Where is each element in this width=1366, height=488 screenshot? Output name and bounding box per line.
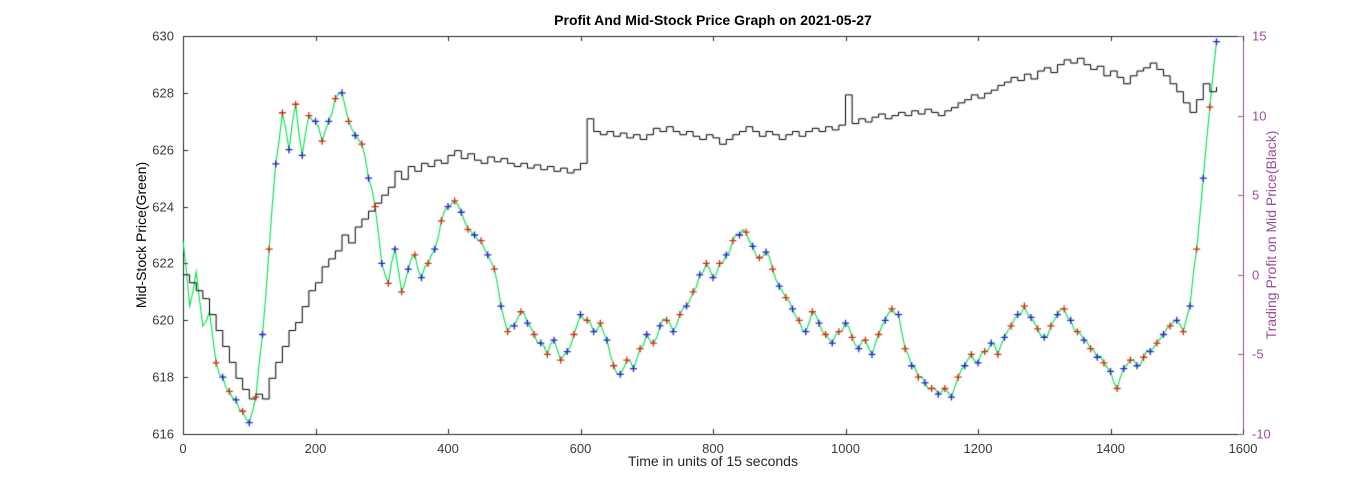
y-right-tick-label: -5 <box>1252 346 1264 362</box>
x-tick-label: 0 <box>179 441 187 456</box>
y-right-tick-label: 15 <box>1252 28 1267 44</box>
x-tick-label: 1600 <box>1228 441 1258 456</box>
y-right-tick-label: 10 <box>1252 108 1267 124</box>
y-axis-label-left: Mid-Stock Price(Green) <box>133 161 149 309</box>
x-axis-label: Time in units of 15 seconds <box>628 453 798 469</box>
x-tick-label: 400 <box>437 441 459 456</box>
y-axis-label-right: Trading Profit on Mid Price(Black) <box>1263 130 1279 340</box>
x-tick-label: 1400 <box>1096 441 1125 456</box>
x-tick-label: 800 <box>702 441 724 456</box>
y-right-tick-label: 0 <box>1252 267 1260 283</box>
y-left-tick-label: 624 <box>152 199 174 215</box>
x-tick-label: 1000 <box>831 441 860 456</box>
y-right-tick-label: 5 <box>1252 187 1260 203</box>
y-left-tick-label: 628 <box>152 85 174 101</box>
chart-title: Profit And Mid-Stock Price Graph on 2021… <box>554 12 872 28</box>
y-left-tick-label: 626 <box>152 142 174 158</box>
x-tick-label: 200 <box>304 441 327 456</box>
y-left-tick-label: 630 <box>152 28 174 44</box>
y-left-tick-label: 616 <box>152 426 174 442</box>
y-left-tick-label: 622 <box>152 255 174 271</box>
y-left-tick-label: 618 <box>152 369 174 385</box>
y-left-tick-label: 620 <box>152 312 174 328</box>
x-tick-label: 1200 <box>963 441 993 456</box>
x-tick-label: 600 <box>569 441 592 456</box>
y-right-tick-label: -10 <box>1252 426 1271 442</box>
